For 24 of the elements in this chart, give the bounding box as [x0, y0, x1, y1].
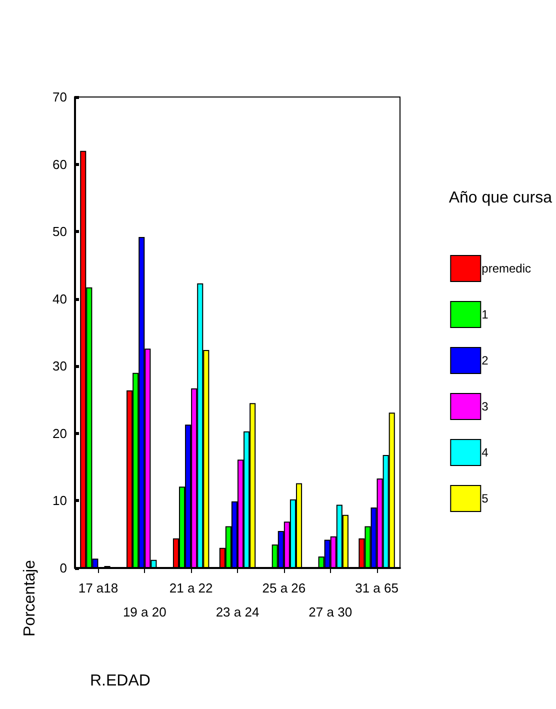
x-tick-label: 31 a 65 [355, 580, 398, 596]
x-tick-label: 17 a18 [78, 580, 118, 596]
y-axis-title: Porcentaje [22, 560, 38, 636]
y-tick-label: 0 [60, 560, 67, 576]
legend-label: premedic [482, 262, 532, 276]
x-tick-label: 21 a 22 [169, 580, 213, 596]
y-tick-label: 70 [52, 90, 67, 104]
legend-label: 1 [482, 308, 489, 322]
y-tick-label: 40 [52, 291, 67, 306]
x-tick-label: 27 a 30 [308, 604, 352, 620]
y-tick-label: 20 [52, 426, 67, 441]
legend-label: 4 [482, 446, 489, 460]
y-tick-label: 50 [52, 224, 67, 240]
y-tick-label: 60 [52, 156, 67, 172]
x-tick-label: 19 a 20 [122, 604, 166, 620]
x-tick-label: 25 a 26 [262, 580, 306, 596]
legend-title: Año que cursa [448, 190, 552, 206]
y-tick-label: 30 [52, 358, 67, 374]
x-tick-label: 23 a 24 [216, 604, 260, 620]
legend-label: 2 [482, 354, 489, 368]
legend-label: 5 [482, 492, 489, 506]
y-tick-label: 10 [52, 493, 67, 508]
x-axis-title: R.EDAD [90, 672, 150, 690]
legend-label: 3 [482, 400, 489, 414]
